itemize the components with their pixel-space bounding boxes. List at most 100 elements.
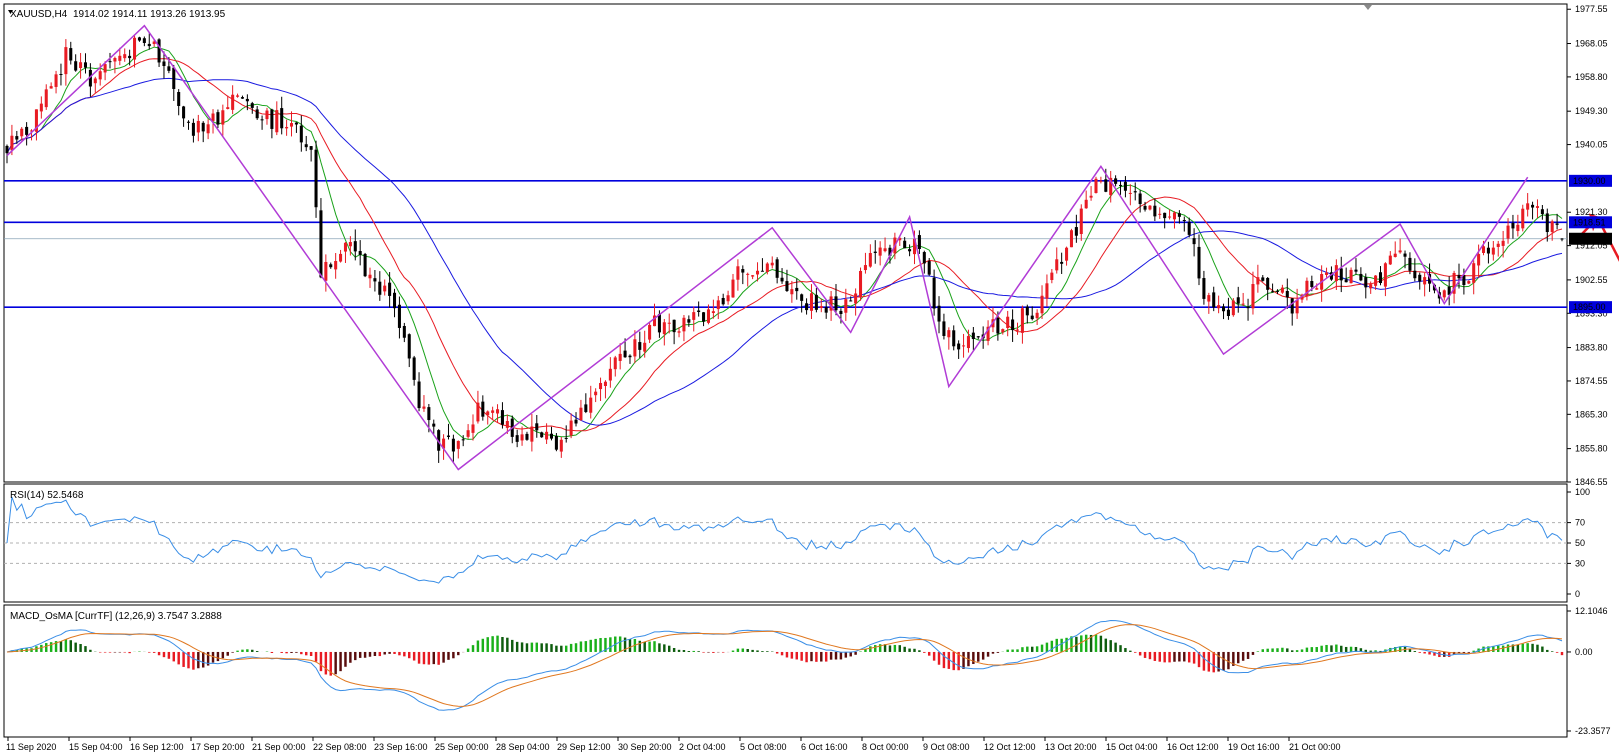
candle-body [1138,193,1142,205]
candle-body [1025,306,1029,316]
candle-body [1084,199,1088,209]
candle-body [147,43,151,47]
candle-body [883,248,887,252]
price-panel[interactable]: XAUUSD,H4 1914.02 1914.11 1913.26 1913.9… [3,3,1619,483]
candle-body [1310,281,1314,287]
candle-body [1256,277,1260,285]
candle-body [353,241,357,252]
candle-body [1472,263,1476,283]
price-tick-label: 1968.05 [1575,39,1608,49]
candle-body [652,315,657,327]
candle-body [1163,212,1167,219]
candle-body [1153,205,1157,217]
candle-body [15,136,19,140]
candle-body [937,305,941,322]
candle-body [579,407,583,421]
candle-body [93,78,97,84]
candle-body [309,146,313,150]
candle-body [172,67,176,89]
candle-body [69,48,73,61]
candle-body [476,402,480,422]
candle-body [103,64,107,73]
candle-body [343,242,347,252]
candle-body [98,71,102,80]
candle-body [324,261,328,281]
candle-body [1128,192,1132,194]
symbol-label: XAUUSD,H4 [10,9,68,20]
candle-body [1491,247,1495,255]
price-tick-label: 1893.30 [1575,308,1608,318]
candle-body [133,37,137,60]
price-tick-label: 1977.55 [1575,4,1608,14]
time-tick-label: 15 Oct 04:00 [1106,742,1158,752]
rsi-tick-label: 30 [1575,558,1585,568]
level-price-tag: 1918.51 [1569,216,1612,229]
candle-body [1143,205,1147,210]
candle-body [1055,259,1059,271]
candle-body [486,411,490,416]
candle-body [466,430,470,437]
candle-body [64,47,68,75]
chart-shift-marker[interactable] [1364,5,1372,10]
time-tick-label: 21 Sep 00:00 [252,742,306,752]
rsi-panel[interactable]: RSI(14) 52.5468 [3,483,1568,603]
candle-body [186,121,191,123]
macd-tick-label: 12.1046 [1575,606,1608,616]
candle-body [623,350,627,358]
candle-body [839,310,843,314]
candle-body [412,357,416,380]
rsi-tick-label: 100 [1575,487,1590,497]
candle-body [260,119,264,121]
candle-body [1280,287,1284,293]
candle-body [1275,290,1280,292]
candle-body [682,317,686,332]
candle-body [1506,225,1510,239]
candle-body [236,95,240,97]
candle-body [304,144,308,148]
time-tick-label: 22 Sep 08:00 [313,742,367,752]
candle-body [540,432,544,438]
candle-body [648,324,652,340]
macd-panel[interactable]: MACD_OsMA [CurrTF] (12,26,9) 3.7547 3.28… [3,604,1568,738]
candle-body [917,235,921,250]
time-tick-label: 9 Oct 08:00 [923,742,970,752]
candle-body [1354,269,1358,272]
zigzag-line [6,24,1529,471]
candle-body [790,289,794,295]
time-tick-label: 28 Sep 04:00 [496,742,550,752]
candle-body [1011,319,1015,331]
candle-body [1364,277,1368,288]
price-tick-label: 1874.55 [1575,376,1608,386]
candle-body [731,279,735,298]
candle-body [432,423,436,427]
candle-body [1217,305,1221,309]
candle-body [908,249,912,252]
candle-body [535,423,539,431]
candle-body [780,277,784,282]
candle-body [859,270,863,297]
candle-body [363,253,367,277]
price-tick-label: 1855.80 [1575,444,1608,454]
price-tick-label: 1865.30 [1575,409,1608,419]
candle-body [1050,272,1054,280]
candle-body [1207,295,1211,302]
candle-body [932,277,936,309]
price-axis[interactable]: 1977.55 1968.05 1958.80 1949.30 1940.05 1921.… [1567,4,1612,487]
candle-body [844,299,848,313]
candle-body [373,278,377,282]
candle-body [1015,329,1020,331]
candle-body [255,109,259,119]
time-axis[interactable]: 11 Sep 2020 15 Sep 04:00 16 Sep 12:00 17 Se… [6,737,1341,752]
candle-body [878,247,882,256]
candle-body [525,433,529,440]
symbol-dropdown-icon[interactable] [8,10,13,14]
candle-body [245,98,249,102]
candle-body [1065,247,1069,261]
candle-body [1035,312,1039,319]
candle-body [903,240,907,249]
candle-body [996,317,1000,334]
candle-body [986,326,990,341]
candle-body [1339,268,1343,281]
candle-body [270,109,274,129]
